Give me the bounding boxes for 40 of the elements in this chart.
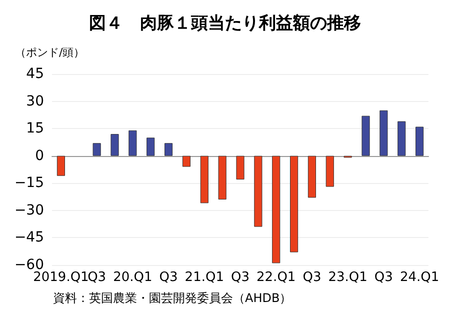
bar bbox=[308, 156, 316, 198]
bar bbox=[398, 121, 406, 156]
x-tick-label: Q3 bbox=[159, 270, 178, 285]
x-tick-label: Q3 bbox=[88, 270, 106, 285]
bar bbox=[362, 116, 370, 156]
x-tick-label: 2019.Q1 bbox=[33, 270, 89, 285]
bar bbox=[236, 156, 244, 180]
text: 資料：英国農業・園芸開発委員会（AHDB） bbox=[53, 291, 292, 305]
bar bbox=[128, 130, 137, 156]
y-tick-label: 0 bbox=[35, 148, 44, 164]
bar bbox=[272, 156, 280, 264]
bar bbox=[92, 143, 101, 156]
bar bbox=[200, 156, 208, 204]
bar bbox=[254, 156, 262, 227]
x-tick-label: 20.Q1 bbox=[113, 270, 152, 285]
x-tick-label: 22.Q1 bbox=[256, 270, 296, 285]
bar bbox=[110, 134, 119, 156]
y-axis-title: （ポンド/頭） bbox=[15, 46, 85, 59]
x-tick-label: 23.Q1 bbox=[328, 270, 368, 285]
x-tick-label: 21.Q1 bbox=[184, 270, 224, 285]
y-tick-label: −45 bbox=[14, 230, 44, 246]
bar bbox=[416, 126, 424, 156]
y-tick-label: 30 bbox=[26, 93, 44, 110]
bar bbox=[380, 110, 388, 156]
y-tick-label: 15 bbox=[26, 120, 44, 137]
y-tick-label: −15 bbox=[14, 175, 44, 192]
x-tick-label: Q3 bbox=[230, 270, 250, 285]
x-tick-label: Q3 bbox=[302, 270, 322, 285]
x-tick-label: 24.Q1 bbox=[400, 270, 440, 285]
bar bbox=[290, 156, 298, 252]
bar bbox=[56, 156, 65, 176]
x-tick-label: Q3 bbox=[374, 270, 393, 285]
chart-title: 図４ 肉豚１頭当たり利益額の推移 bbox=[89, 14, 361, 34]
y-tick-label: 45 bbox=[26, 66, 44, 82]
bar bbox=[326, 156, 334, 187]
bar bbox=[164, 143, 173, 156]
bar bbox=[218, 156, 226, 200]
bar bbox=[182, 156, 190, 167]
bar bbox=[146, 138, 155, 156]
y-tick-label: −30 bbox=[14, 202, 44, 218]
